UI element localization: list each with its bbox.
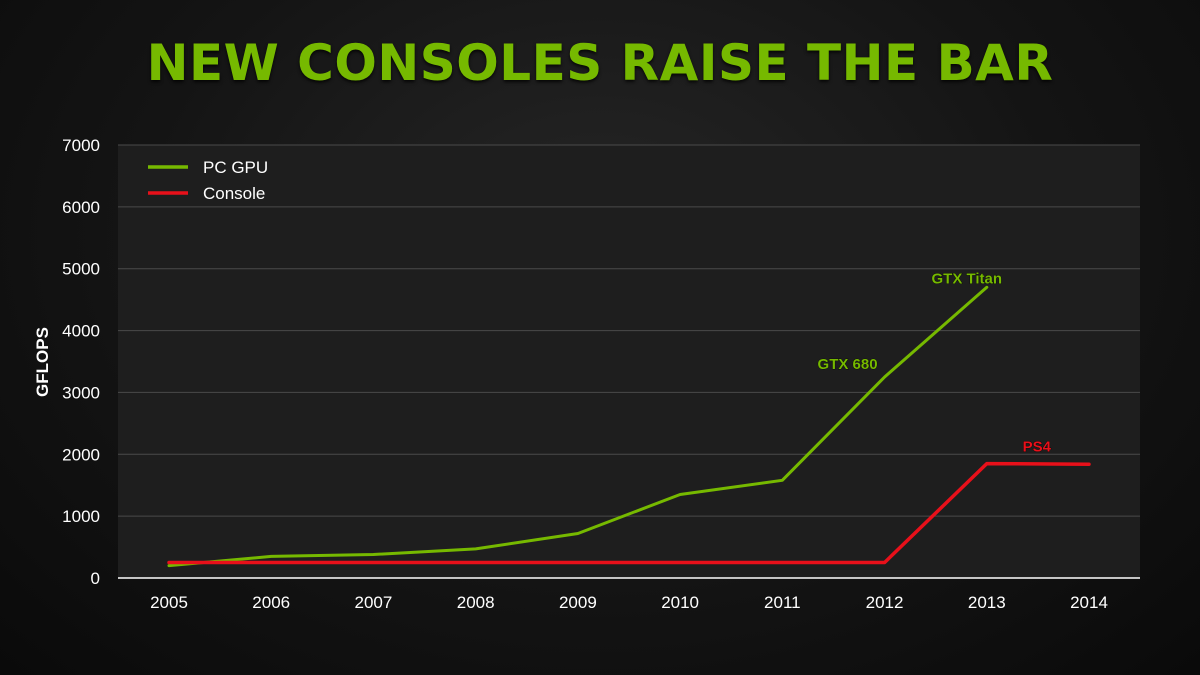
y-tick-label: 1000 xyxy=(62,507,100,526)
y-axis-ticks: 0 1000 2000 3000 4000 5000 6000 7000 xyxy=(62,136,100,588)
x-axis-ticks: 2005 2006 2007 2008 2009 2010 2011 2012 2013 2014 xyxy=(150,593,1108,612)
plot-area xyxy=(118,145,1140,578)
y-tick-label: 2000 xyxy=(62,445,100,464)
gridlines xyxy=(118,144,1140,579)
x-tick-label: 2010 xyxy=(661,593,699,612)
annotation-label: GTX 680 xyxy=(818,356,878,373)
legend-label: Console xyxy=(203,184,265,203)
x-tick-label: 2014 xyxy=(1070,593,1108,612)
x-tick-label: 2011 xyxy=(764,593,801,612)
y-tick-label: 4000 xyxy=(62,322,100,341)
x-tick-label: 2013 xyxy=(968,593,1006,612)
legend-label: PC GPU xyxy=(203,158,268,177)
y-axis-label: GFLOPS xyxy=(33,327,52,397)
series-lines xyxy=(167,285,1091,568)
x-tick-label: 2007 xyxy=(355,593,393,612)
annotation-label: PS4 xyxy=(1023,439,1052,456)
y-tick-label: 7000 xyxy=(62,136,100,155)
legend: PC GPU Console xyxy=(148,158,268,203)
y-tick-label: 3000 xyxy=(62,383,100,402)
slide-title: NEW CONSOLES RAISE THE BAR xyxy=(146,34,1054,92)
annotations: GTX Titan GTX 680 PS4 xyxy=(817,270,1052,456)
x-tick-label: 2009 xyxy=(559,593,597,612)
x-tick-label: 2005 xyxy=(150,593,188,612)
x-tick-label: 2008 xyxy=(457,593,495,612)
series-line-pc-gpu xyxy=(167,285,989,568)
y-tick-label: 5000 xyxy=(62,260,100,279)
annotation-label: GTX Titan xyxy=(931,270,1002,287)
y-tick-label: 0 xyxy=(91,569,100,588)
x-tick-label: 2006 xyxy=(252,593,290,612)
y-tick-label: 6000 xyxy=(62,198,100,217)
x-tick-label: 2012 xyxy=(866,593,904,612)
series-line-console xyxy=(167,461,1091,565)
